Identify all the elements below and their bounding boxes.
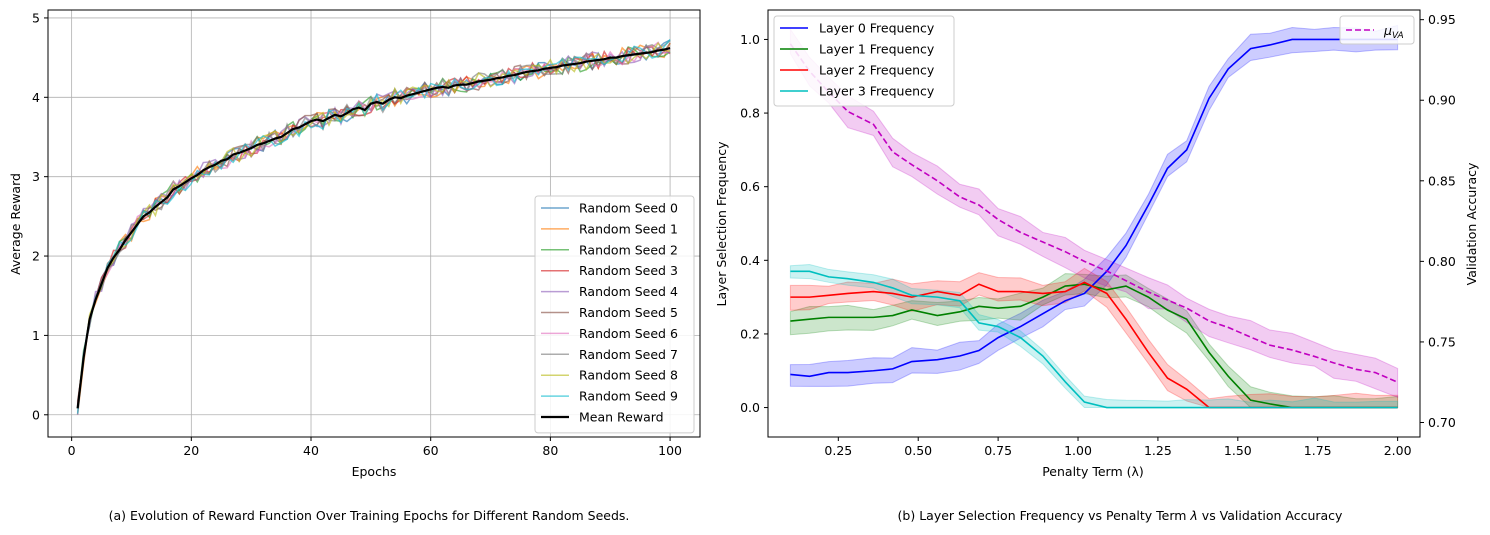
reward-ylabel: Average Reward: [8, 173, 23, 275]
frequency-legend-box: [773, 15, 955, 107]
reward-legend-label: Random Seed 2: [579, 242, 678, 257]
reward-legend-label: Random Seed 8: [579, 368, 678, 383]
frequency-y-tick-label: 0.8: [740, 106, 760, 121]
frequency-y-tick-label: 0.6: [740, 179, 760, 194]
frequency-legend-label: Layer 1 Frequency: [819, 42, 935, 57]
reward-legend-label: Random Seed 5: [579, 305, 678, 320]
frequency-series-lines: [789, 38, 1398, 409]
reward-ticks: 0 20 40 60 80 100 0 1 2 3 4 5: [32, 10, 682, 458]
reward-y-tick-label: 0: [32, 407, 40, 422]
frequency-legend-label: Layer 0 Frequency: [819, 21, 935, 36]
reward-x-tick-label: 0: [68, 443, 76, 458]
reward-y-tick-label: 2: [32, 249, 40, 264]
reward-x-tick-label: 100: [658, 443, 682, 458]
reward-x-tick-label: 60: [423, 443, 439, 458]
frequency-x-tick-label: 0.75: [984, 443, 1012, 458]
reward-legend-label: Random Seed 0: [579, 201, 678, 216]
reward-y-tick-label: 4: [32, 90, 40, 105]
frequency-y-tick-label: 0.2: [740, 326, 760, 341]
frequency-xlabel: Penalty Term (λ): [1042, 464, 1144, 479]
accuracy-legend-box: [1339, 15, 1415, 45]
frequency-series-line-4: [789, 43, 1398, 383]
reward-legend: Random Seed 0 Random Seed 1 Random Seed 2 R…: [534, 195, 695, 434]
frequency-legend: Layer 0 Frequency Layer 1 Frequency Layer …: [773, 15, 955, 107]
reward-legend-label: Mean Reward: [579, 410, 664, 425]
frequency-legend-label: Layer 3 Frequency: [819, 84, 935, 99]
caption-right-lambda: λ: [1189, 508, 1197, 523]
accuracy-y-tick-label: 0.80: [1428, 254, 1456, 269]
accuracy-y-tick-label: 0.75: [1428, 334, 1456, 349]
frequency-x-tick-label: 1.00: [1064, 443, 1092, 458]
reward-legend-label: Random Seed 4: [579, 284, 678, 299]
frequency-legend-label: Layer 2 Frequency: [819, 63, 935, 78]
frequency-x-tick-label: 1.25: [1144, 443, 1172, 458]
accuracy-legend-label: μVA: [1383, 23, 1404, 41]
frequency-x-tick-label: 0.25: [824, 443, 852, 458]
reward-x-tick-label: 20: [183, 443, 199, 458]
reward-panel: 0 20 40 60 80 100 0 1 2 3 4 5 Epochs Average Reward…: [8, 9, 701, 479]
accuracy-y-tick-label: 0.85: [1428, 173, 1456, 188]
reward-legend-label: Random Seed 1: [579, 221, 678, 236]
accuracy-legend-sub: VA: [1392, 31, 1404, 41]
reward-legend-label: Random Seed 3: [579, 263, 678, 278]
caption-right-suffix: vs Validation Accuracy: [1198, 508, 1343, 523]
frequency-x-tick-label: 2.00: [1384, 443, 1412, 458]
reward-legend-box: [534, 195, 695, 434]
reward-plot-frame: [47, 9, 701, 438]
frequency-y-tick-label: 1.0: [740, 32, 760, 47]
caption-left: (a) Evolution of Reward Function Over Tr…: [109, 508, 630, 523]
frequency-y-tick-label: 0.0: [740, 400, 760, 415]
reward-y-tick-label: 3: [32, 169, 40, 184]
accuracy-legend: μVA: [1339, 15, 1415, 45]
accuracy-ylabel: Validation Accuracy: [1464, 162, 1479, 285]
frequency-x-tick-label: 1.75: [1304, 443, 1332, 458]
reward-x-tick-label: 80: [542, 443, 558, 458]
frequency-x-tick-label: 1.50: [1224, 443, 1252, 458]
reward-y-tick-label: 1: [32, 328, 40, 343]
reward-legend-label: Random Seed 6: [579, 326, 678, 341]
layer-frequency-panel: 0.25 0.50 0.75 1.00 1.25 1.50 1.75 2.00 0.0 0.2 0.…: [714, 9, 1479, 479]
frequency-band-0: [789, 24, 1399, 387]
reward-series-lines: [76, 39, 671, 415]
accuracy-y-tick-label: 0.70: [1428, 415, 1456, 430]
reward-y-tick-label: 5: [32, 10, 40, 25]
frequency-x-tick-label: 0.50: [904, 443, 932, 458]
reward-legend-label: Random Seed 9: [579, 389, 678, 404]
frequency-ylabel: Layer Selection Frequency: [714, 141, 729, 307]
reward-x-tick-label: 40: [303, 443, 319, 458]
frequency-plot-frame: [767, 9, 1421, 438]
caption-right-prefix: (b) Layer Selection Frequency vs Penalty…: [898, 508, 1191, 523]
reward-legend-label: Random Seed 7: [579, 347, 678, 362]
accuracy-y-tick-label: 0.95: [1428, 12, 1456, 27]
frequency-band-4: [789, 27, 1399, 399]
frequency-series-line-0: [790, 38, 1398, 378]
accuracy-y-tick-label: 0.90: [1428, 93, 1456, 108]
reward-xlabel: Epochs: [352, 464, 397, 479]
caption-right: (b) Layer Selection Frequency vs Penalty…: [898, 508, 1344, 523]
accuracy-legend-mu: μ: [1383, 23, 1392, 38]
frequency-ticks: 0.25 0.50 0.75 1.00 1.25 1.50 1.75 2.00 0.0 0.2 0.…: [740, 12, 1456, 458]
reward-series-line-10: [76, 47, 671, 409]
frequency-series-line-3: [790, 270, 1398, 409]
frequency-y-tick-label: 0.4: [740, 253, 760, 268]
